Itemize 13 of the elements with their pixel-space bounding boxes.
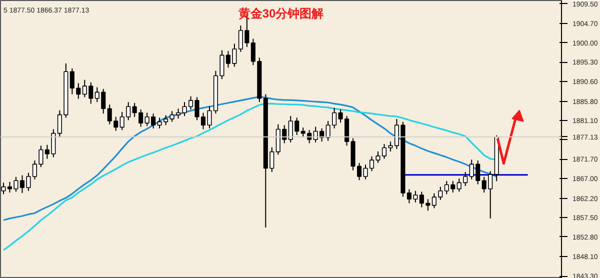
line-series <box>2 102 498 251</box>
candlestick <box>126 102 131 121</box>
candlestick <box>432 192 436 209</box>
candlestick <box>32 160 37 180</box>
candlestick <box>120 111 124 131</box>
line-series <box>2 96 498 221</box>
candlestick <box>38 145 44 168</box>
candlestick <box>438 186 443 200</box>
candlestick <box>114 116 118 132</box>
candlestick <box>157 117 162 129</box>
candlestick <box>107 104 112 125</box>
candlestick <box>376 150 380 164</box>
text: 黄金30分钟图解 <box>237 6 324 20</box>
